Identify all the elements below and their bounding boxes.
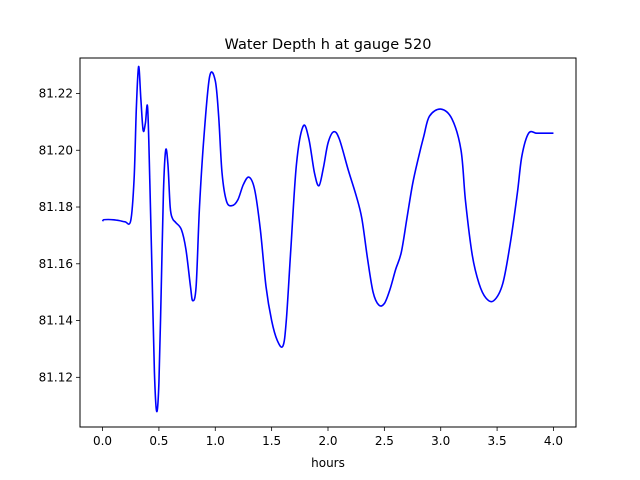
y-tick-label: 81.12 xyxy=(39,370,73,384)
x-tick-label: 1.5 xyxy=(262,434,281,448)
x-tick-label: 2.5 xyxy=(375,434,394,448)
x-tick-label: 0.5 xyxy=(149,434,168,448)
x-tick-label: 1.0 xyxy=(206,434,225,448)
x-tick-label: 0.0 xyxy=(93,434,112,448)
y-tick-label: 81.20 xyxy=(39,143,73,157)
x-axis: 0.0 0.5 1.0 1.5 2.0 2.5 3.0 3.5 4.0 xyxy=(93,427,563,448)
plot-area xyxy=(101,65,554,413)
x-tick-label: 3.0 xyxy=(431,434,450,448)
x-tick-label: 3.5 xyxy=(488,434,507,448)
series-line-0 xyxy=(101,65,554,413)
y-axis: 81.12 81.14 81.16 81.18 81.20 81.22 xyxy=(39,86,80,384)
y-tick-label: 81.22 xyxy=(39,86,73,100)
y-tick-label: 81.16 xyxy=(39,257,73,271)
x-axis-label: hours xyxy=(311,456,345,470)
chart-title: Water Depth h at gauge 520 xyxy=(225,37,432,53)
axes-frame xyxy=(79,57,577,428)
y-tick-label: 81.14 xyxy=(39,314,73,328)
x-tick-label: 2.0 xyxy=(318,434,337,448)
x-tick-label: 4.0 xyxy=(544,434,563,448)
y-tick-label: 81.18 xyxy=(39,200,73,214)
